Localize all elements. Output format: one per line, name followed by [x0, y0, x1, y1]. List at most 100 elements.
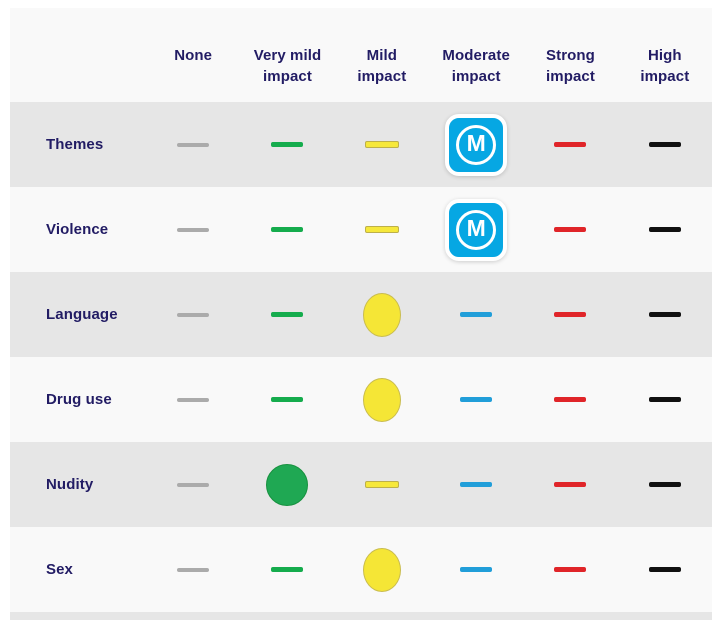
- table-row-themes: Themes M: [10, 102, 712, 187]
- level-dash-high: [648, 482, 681, 487]
- matrix-cell-very-mild: [240, 442, 334, 527]
- table-row-language: Language: [10, 272, 712, 357]
- matrix-cell-strong: [523, 272, 617, 357]
- level-dash-high: [648, 567, 681, 572]
- column-header-line: impact: [263, 68, 312, 85]
- matrix-cell-strong: [523, 527, 617, 612]
- matrix-cell-high: [618, 527, 712, 612]
- matrix-cell-moderate: [429, 442, 523, 527]
- level-dash-moderate: [460, 482, 493, 487]
- column-header-line: Mild: [366, 47, 398, 64]
- rating-circle-marker: [362, 547, 401, 592]
- column-header-line: impact: [451, 68, 501, 85]
- matrix-cell-mild: [335, 272, 429, 357]
- table-row-drug-use: Drug use: [10, 357, 712, 442]
- badge-ring: M: [456, 124, 497, 165]
- row-label: Violence: [46, 221, 109, 238]
- matrix-cell-very-mild: [240, 187, 334, 272]
- matrix-cell-mild: [335, 527, 429, 612]
- level-dash-very-mild: [271, 312, 304, 317]
- column-header-line: Moderate: [442, 47, 510, 64]
- matrix-cell-none: [146, 102, 240, 187]
- level-dash-moderate: [460, 397, 493, 402]
- level-dash-strong: [554, 227, 587, 232]
- badge-letter: M: [466, 130, 486, 156]
- column-header-line: impact: [357, 68, 407, 85]
- matrix-cell-high: [618, 442, 712, 527]
- table-row-violence: Violence M: [10, 187, 712, 272]
- rating-circle-marker: [362, 377, 401, 422]
- level-dash-strong: [554, 142, 587, 147]
- column-header-line: Very mild: [253, 47, 322, 64]
- column-header-none: None: [146, 8, 240, 102]
- matrix-cell-none: [146, 527, 240, 612]
- level-dash-none: [177, 397, 210, 402]
- classification-impact-matrix: None Very mild impact Mild impact Moderate imp…: [10, 8, 712, 620]
- badge-ring: M: [456, 209, 497, 250]
- column-header-high: High impact: [618, 8, 712, 102]
- column-header-strong: Strong impact: [523, 8, 617, 102]
- level-dash-very-mild: [271, 227, 304, 232]
- level-dash-high: [648, 312, 681, 317]
- matrix-cell-none: [146, 272, 240, 357]
- matrix-cell-very-mild: [240, 357, 334, 442]
- level-dash-high: [648, 397, 681, 402]
- level-dash-none: [177, 142, 210, 147]
- matrix-cell-none: [146, 357, 240, 442]
- matrix-cell-strong: [523, 187, 617, 272]
- column-header-mild: Mild impact: [335, 8, 429, 102]
- level-dash-strong: [554, 312, 587, 317]
- bottom-row-edge: [10, 612, 712, 620]
- rating-circle-marker: [362, 292, 401, 337]
- matrix-cell-very-mild: [240, 102, 334, 187]
- level-dash-mild: [364, 226, 399, 233]
- matrix-cell-none: [146, 442, 240, 527]
- rating-circle-marker: [266, 463, 309, 506]
- level-dash-strong: [554, 567, 587, 572]
- level-dash-very-mild: [271, 567, 304, 572]
- row-label: Themes: [46, 136, 104, 153]
- level-dash-high: [648, 227, 681, 232]
- table-row-sex: Sex: [10, 527, 712, 612]
- matrix-cell-moderate: [429, 272, 523, 357]
- matrix-cell-moderate: [429, 527, 523, 612]
- matrix-cell-very-mild: [240, 272, 334, 357]
- matrix-header-spacer: [10, 8, 146, 102]
- badge-letter: M: [466, 215, 486, 241]
- matrix-cell-high: [618, 357, 712, 442]
- matrix-cell-strong: [523, 357, 617, 442]
- matrix-cell-high: [618, 102, 712, 187]
- matrix-cell-high: [618, 187, 712, 272]
- column-header-moderate: Moderate impact: [429, 8, 523, 102]
- level-dash-moderate: [460, 312, 493, 317]
- matrix-cell-moderate: [429, 357, 523, 442]
- row-label: Drug use: [46, 391, 112, 408]
- level-dash-mild: [364, 481, 399, 488]
- level-dash-none: [177, 227, 210, 232]
- level-dash-very-mild: [271, 397, 304, 402]
- matrix-header-row: None Very mild impact Mild impact Moderate imp…: [10, 8, 712, 102]
- matrix-body: Themes M Violence M Language Drug use Nudity Se…: [10, 102, 712, 612]
- matrix-cell-strong: [523, 102, 617, 187]
- column-header-very-mild: Very mild impact: [240, 8, 334, 102]
- level-dash-moderate: [460, 567, 493, 572]
- matrix-cell-mild: [335, 102, 429, 187]
- column-header-line: Strong: [546, 47, 595, 64]
- matrix-cell-high: [618, 272, 712, 357]
- matrix-cell-moderate: M: [429, 102, 523, 187]
- column-header-line: impact: [640, 68, 690, 85]
- level-dash-high: [648, 142, 681, 147]
- level-dash-none: [177, 482, 210, 487]
- column-header-line: None: [174, 47, 213, 64]
- matrix-cell-very-mild: [240, 527, 334, 612]
- matrix-cell-mild: [335, 357, 429, 442]
- level-dash-strong: [554, 482, 587, 487]
- level-dash-very-mild: [271, 142, 304, 147]
- matrix-cell-mild: [335, 442, 429, 527]
- row-label: Language: [46, 306, 118, 323]
- column-header-line: High: [647, 47, 682, 64]
- level-dash-mild: [364, 141, 399, 148]
- matrix-cell-none: [146, 187, 240, 272]
- level-dash-none: [177, 312, 210, 317]
- table-row-nudity: Nudity: [10, 442, 712, 527]
